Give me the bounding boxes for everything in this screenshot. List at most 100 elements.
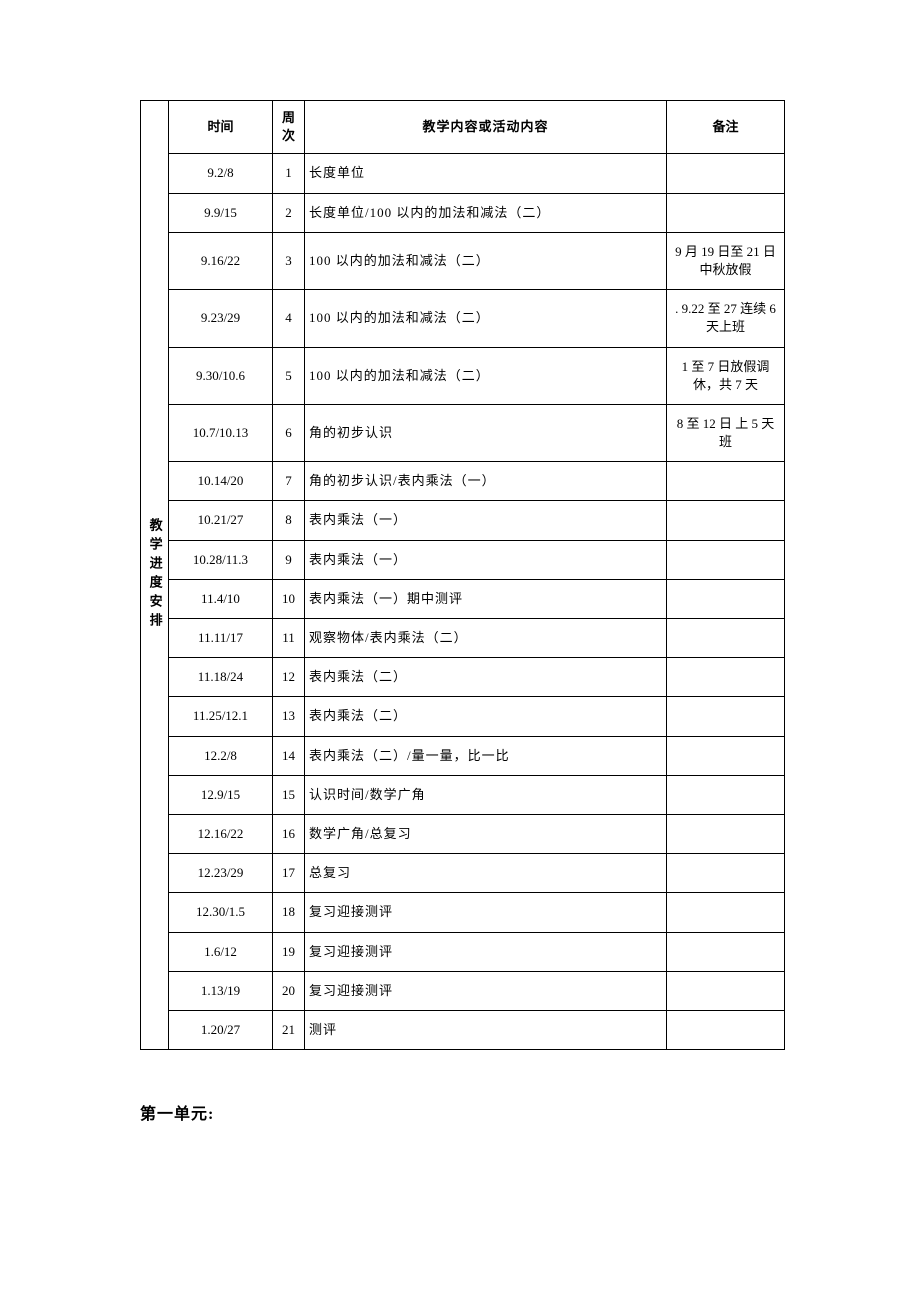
cell-week: 1: [273, 154, 305, 193]
cell-content: 100 以内的加法和减法（二）: [305, 232, 667, 289]
cell-time: 9.2/8: [169, 154, 273, 193]
cell-note: [667, 697, 785, 736]
table-row: 10.21/278表内乘法（一）: [141, 501, 785, 540]
cell-time: 1.13/19: [169, 971, 273, 1010]
table-row: 12.23/2917总复习: [141, 854, 785, 893]
table-row: 9.23/294100 以内的加法和减法（二）. 9.22 至 27 连续 6 …: [141, 290, 785, 347]
cell-time: 11.18/24: [169, 658, 273, 697]
cell-time: 12.9/15: [169, 775, 273, 814]
cell-content: 复习迎接测评: [305, 932, 667, 971]
cell-week: 10: [273, 579, 305, 618]
cell-content: 测评: [305, 1010, 667, 1049]
cell-note: 9 月 19 日至 21 日中秋放假: [667, 232, 785, 289]
cell-note: [667, 736, 785, 775]
table-row: 11.25/12.113表内乘法（二）: [141, 697, 785, 736]
cell-time: 11.11/17: [169, 619, 273, 658]
cell-content: 数学广角/总复习: [305, 814, 667, 853]
cell-time: 9.30/10.6: [169, 347, 273, 404]
cell-content: 表内乘法（一）: [305, 501, 667, 540]
cell-time: 12.16/22: [169, 814, 273, 853]
table-row: 12.2/814表内乘法（二）/量一量，比一比: [141, 736, 785, 775]
cell-time: 1.6/12: [169, 932, 273, 971]
table-row: 1.20/2721测评: [141, 1010, 785, 1049]
table-row: 11.18/2412表内乘法（二）: [141, 658, 785, 697]
cell-time: 10.28/11.3: [169, 540, 273, 579]
table-row: 9.16/223100 以内的加法和减法（二）9 月 19 日至 21 日中秋放…: [141, 232, 785, 289]
cell-note: [667, 775, 785, 814]
cell-content: 100 以内的加法和减法（二）: [305, 290, 667, 347]
table-row: 10.14/207角的初步认识/表内乘法（一）: [141, 462, 785, 501]
cell-week: 11: [273, 619, 305, 658]
cell-content: 观察物体/表内乘法（二）: [305, 619, 667, 658]
cell-content: 总复习: [305, 854, 667, 893]
cell-week: 20: [273, 971, 305, 1010]
table-row: 10.28/11.39表内乘法（一）: [141, 540, 785, 579]
cell-week: 12: [273, 658, 305, 697]
cell-note: 1 至 7 日放假调休，共 7 天: [667, 347, 785, 404]
table-row: 12.16/2216数学广角/总复习: [141, 814, 785, 853]
cell-note: 8 至 12 日 上 5 天班: [667, 404, 785, 461]
cell-content: 表内乘法（一）期中测评: [305, 579, 667, 618]
cell-week: 8: [273, 501, 305, 540]
cell-note: [667, 579, 785, 618]
cell-time: 12.23/29: [169, 854, 273, 893]
cell-content: 100 以内的加法和减法（二）: [305, 347, 667, 404]
cell-week: 7: [273, 462, 305, 501]
cell-content: 角的初步认识: [305, 404, 667, 461]
cell-week: 2: [273, 193, 305, 232]
cell-time: 12.2/8: [169, 736, 273, 775]
header-note: 备注: [667, 101, 785, 154]
cell-time: 11.4/10: [169, 579, 273, 618]
cell-content: 表内乘法（二）: [305, 697, 667, 736]
header-time: 时间: [169, 101, 273, 154]
cell-note: [667, 893, 785, 932]
cell-week: 9: [273, 540, 305, 579]
cell-content: 表内乘法（二）: [305, 658, 667, 697]
cell-time: 11.25/12.1: [169, 697, 273, 736]
cell-note: [667, 501, 785, 540]
side-label-cell: 教学进度安排: [141, 101, 169, 1050]
unit-heading: 第一单元:: [140, 1100, 785, 1124]
cell-note: [667, 854, 785, 893]
cell-week: 5: [273, 347, 305, 404]
cell-note: [667, 462, 785, 501]
cell-time: 9.16/22: [169, 232, 273, 289]
cell-week: 15: [273, 775, 305, 814]
cell-week: 18: [273, 893, 305, 932]
cell-content: 复习迎接测评: [305, 971, 667, 1010]
cell-week: 17: [273, 854, 305, 893]
cell-time: 1.20/27: [169, 1010, 273, 1049]
cell-content: 表内乘法（二）/量一量，比一比: [305, 736, 667, 775]
cell-week: 14: [273, 736, 305, 775]
cell-time: 12.30/1.5: [169, 893, 273, 932]
cell-content: 复习迎接测评: [305, 893, 667, 932]
schedule-table-body: 教学进度安排 时间 周次 教学内容或活动内容 备注 9.2/81长度单位 9.9…: [141, 101, 785, 1050]
cell-time: 9.23/29: [169, 290, 273, 347]
cell-week: 19: [273, 932, 305, 971]
cell-time: 10.7/10.13: [169, 404, 273, 461]
cell-note: . 9.22 至 27 连续 6 天上班: [667, 290, 785, 347]
header-content: 教学内容或活动内容: [305, 101, 667, 154]
cell-note: [667, 540, 785, 579]
cell-week: 13: [273, 697, 305, 736]
cell-time: 9.9/15: [169, 193, 273, 232]
cell-note: [667, 1010, 785, 1049]
table-row: 9.30/10.65100 以内的加法和减法（二）1 至 7 日放假调休，共 7…: [141, 347, 785, 404]
cell-note: [667, 658, 785, 697]
cell-content: 长度单位/100 以内的加法和减法（二）: [305, 193, 667, 232]
cell-note: [667, 193, 785, 232]
cell-content: 表内乘法（一）: [305, 540, 667, 579]
table-row: 10.7/10.136角的初步认识8 至 12 日 上 5 天班: [141, 404, 785, 461]
cell-week: 16: [273, 814, 305, 853]
cell-week: 21: [273, 1010, 305, 1049]
table-row: 11.11/1711观察物体/表内乘法（二）: [141, 619, 785, 658]
table-row: 1.13/1920复习迎接测评: [141, 971, 785, 1010]
cell-time: 10.14/20: [169, 462, 273, 501]
table-row: 12.9/1515认识时间/数学广角: [141, 775, 785, 814]
table-row: 12.30/1.518复习迎接测评: [141, 893, 785, 932]
table-row: 9.2/81长度单位: [141, 154, 785, 193]
header-week: 周次: [273, 101, 305, 154]
cell-week: 3: [273, 232, 305, 289]
cell-time: 10.21/27: [169, 501, 273, 540]
cell-week: 4: [273, 290, 305, 347]
